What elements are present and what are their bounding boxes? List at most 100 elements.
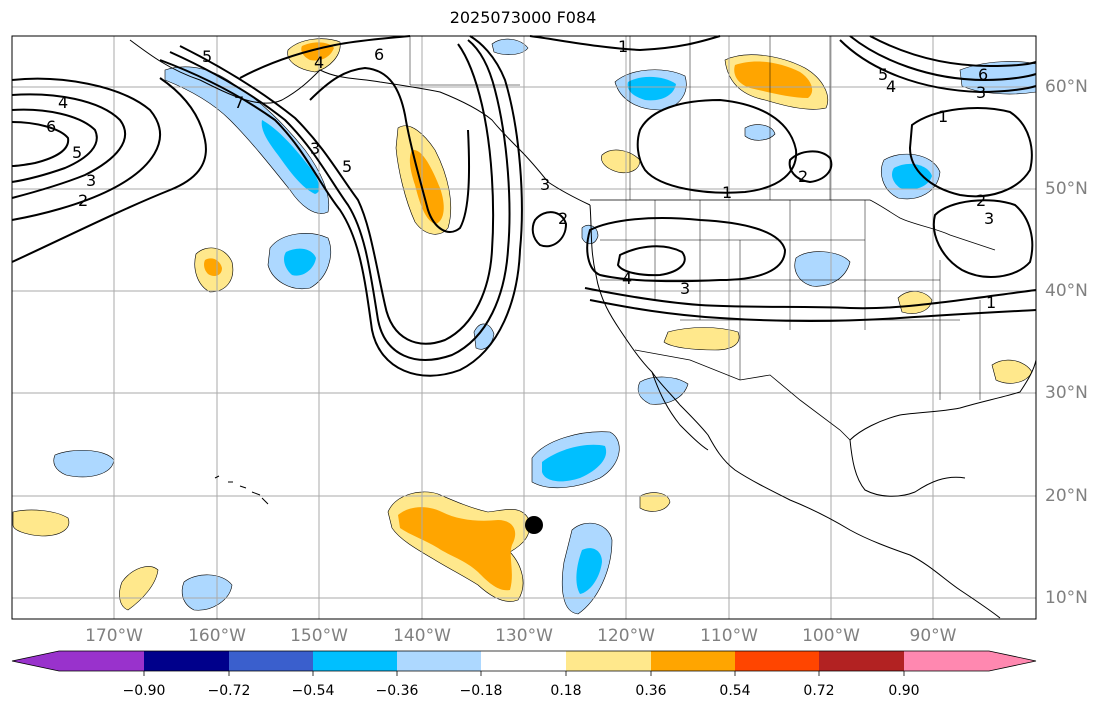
colorbar-tick-label: 0.18	[550, 683, 582, 699]
lat-label: 60°N	[1045, 77, 1088, 97]
colorbar-tick-label: 0.54	[719, 683, 751, 699]
lon-label: 110°W	[700, 626, 758, 646]
neg-area-plains	[794, 251, 851, 287]
contour-trough-2	[169, 39, 511, 361]
neg-area-hawaii-north-core	[284, 248, 316, 276]
contour-label: 2	[798, 167, 808, 186]
lon-label: 120°W	[597, 626, 655, 646]
lon-label: 160°W	[188, 626, 246, 646]
colorbar-tick-label: 0.36	[635, 683, 667, 699]
pos-area-canada-core	[734, 61, 813, 98]
contour-labels: 1 1 1 1 2 2 2 2 3 3 3 3 3 3 4 4 4 4 5 5 …	[46, 37, 996, 312]
colorbar-segment	[651, 651, 735, 671]
contour-west-3	[11, 108, 98, 183]
contour-label: 5	[202, 47, 212, 66]
contour-northeast-5	[932, 199, 1034, 278]
neg-area-canada-core	[627, 76, 676, 101]
contour-label: 3	[984, 209, 994, 228]
map-title: 2025073000 F084	[449, 8, 597, 27]
colorbar-over-extension	[989, 651, 1036, 671]
colorbar-tick-label: −0.54	[291, 683, 335, 699]
colorbar-segment	[735, 651, 819, 671]
lon-label: 100°W	[802, 626, 860, 646]
lat-label: 10°N	[1045, 588, 1088, 608]
contour-label: 3	[310, 139, 320, 158]
pos-area-oregon	[601, 149, 641, 173]
contour-west-1	[11, 77, 161, 221]
lon-label: 170°W	[85, 626, 143, 646]
colorbar-segment	[481, 651, 566, 671]
colorbar-tick-label: 0.90	[888, 683, 920, 699]
contour-northeast-2	[849, 35, 1037, 82]
contour-great-basin-2	[616, 245, 686, 277]
contour-label: 6	[374, 45, 384, 64]
contour-trough-4	[309, 66, 471, 233]
contour-label: 1	[618, 37, 628, 56]
us-mexico-border	[634, 349, 851, 441]
neg-area-great-lakes-core	[892, 163, 932, 190]
contour-lines	[11, 35, 1037, 377]
contour-label: 5	[72, 143, 82, 162]
map-frame	[11, 35, 1037, 620]
colorbar-outline	[11, 650, 1037, 672]
lat-label: 40°N	[1045, 281, 1088, 301]
contour-label: 4	[314, 53, 324, 72]
contour-jet-1	[584, 287, 1037, 310]
west-coast	[589, 204, 1001, 619]
coastlines	[129, 39, 1037, 619]
colorbar-tick-label: −0.18	[459, 683, 503, 699]
contour-label: 6	[46, 117, 56, 136]
contour-label: 4	[622, 269, 632, 288]
colorbar-tick-label: −0.36	[375, 683, 419, 699]
contour-label: 4	[58, 93, 68, 112]
map-panel: 1 1 1 1 2 2 2 2 3 3 3 3 3 3 4 4 4 4 5 5 …	[11, 35, 1037, 620]
colorbar-tick-label: −0.72	[207, 683, 251, 699]
colorbar-segment	[904, 651, 989, 671]
neg-area-aleutian-core	[261, 120, 320, 194]
colorbar-segment	[819, 651, 904, 671]
contour-jet-2	[589, 299, 1037, 322]
shaded-areas	[12, 38, 1037, 615]
contour-label: 1	[722, 183, 732, 202]
contour-trough-3	[179, 43, 495, 345]
contour-label: 7	[234, 93, 244, 112]
lon-label: 150°W	[290, 626, 348, 646]
contour-northeast-4	[908, 107, 1033, 198]
neg-area-baja	[637, 376, 689, 405]
colorbar-segment	[566, 651, 651, 671]
contour-great-basin-1	[586, 217, 787, 283]
contour-west-outer	[11, 77, 207, 263]
contour-loop-bc	[531, 211, 568, 248]
contour-loop-manitoba	[788, 150, 833, 184]
contour-label: 5	[342, 157, 352, 176]
hawaii-islands	[214, 475, 269, 505]
colorbar-tick-label: 0.72	[803, 683, 835, 699]
alaska-coast	[129, 39, 591, 206]
canada-us-border	[590, 199, 996, 251]
colorbar-segment	[397, 651, 481, 671]
contour-label: 2	[558, 209, 568, 228]
colorbar-segment	[313, 651, 397, 671]
pos-area-midwest	[897, 291, 933, 314]
colorbar	[11, 650, 1037, 676]
contour-label: 1	[986, 293, 996, 312]
contour-label: 3	[976, 83, 986, 102]
yucatan-coast	[849, 439, 966, 497]
contour-northeast-1	[839, 39, 1037, 94]
contour-west-2	[11, 93, 126, 199]
lon-label: 90°W	[909, 626, 957, 646]
contour-northeast-3	[869, 35, 1037, 68]
colorbar-segment	[144, 651, 229, 671]
colorbar-segment	[59, 651, 144, 671]
contour-label: 4	[886, 77, 896, 96]
neg-area-south-pacific-core	[576, 548, 602, 594]
neg-area-washington	[581, 224, 599, 245]
pos-area-southwest-us	[663, 327, 740, 351]
pos-area-gulf-alaska-core	[409, 149, 444, 224]
neg-area-west-pacific	[53, 449, 115, 478]
gulf-coast	[849, 359, 1037, 441]
contour-west-4	[11, 121, 70, 167]
pos-area-mexico-coast	[639, 492, 671, 512]
colorbar-under-extension	[12, 651, 59, 671]
